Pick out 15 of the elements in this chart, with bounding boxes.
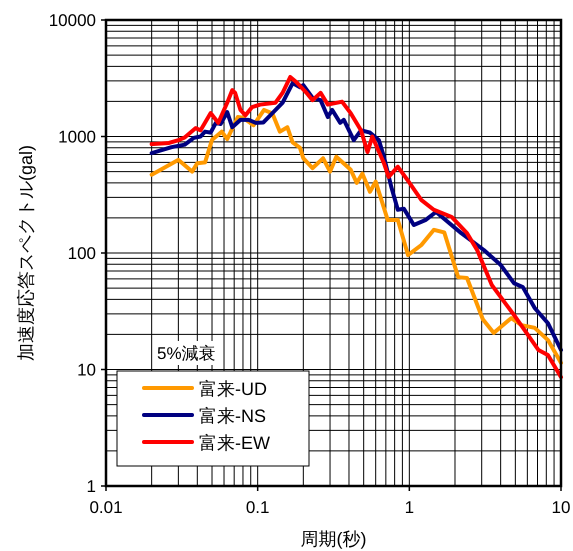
legend-label: 富来-NS: [199, 406, 266, 426]
x-tick-label: 0.1: [246, 498, 270, 517]
y-tick-label: 100: [68, 244, 96, 263]
y-tick-label: 10000: [48, 11, 96, 30]
y-tick-label: 1000: [58, 128, 96, 146]
y-tick-label: 10: [77, 360, 96, 380]
x-tick-label: 0.01: [89, 498, 123, 517]
x-axis-title: 周期(秒): [300, 529, 366, 549]
y-axis-title: 加速度応答スペクトル(gal): [16, 144, 36, 362]
x-tick-label: 10: [552, 498, 570, 517]
legend-title: 5%減衰: [157, 344, 216, 363]
legend-label: 富来-EW: [199, 433, 270, 453]
y-tick-label: 1: [86, 477, 96, 496]
x-tick-label: 1: [404, 498, 414, 517]
legend-label: 富来-UD: [199, 379, 267, 399]
